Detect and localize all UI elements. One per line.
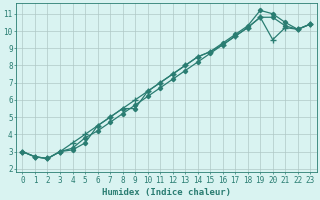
X-axis label: Humidex (Indice chaleur): Humidex (Indice chaleur) xyxy=(102,188,231,197)
